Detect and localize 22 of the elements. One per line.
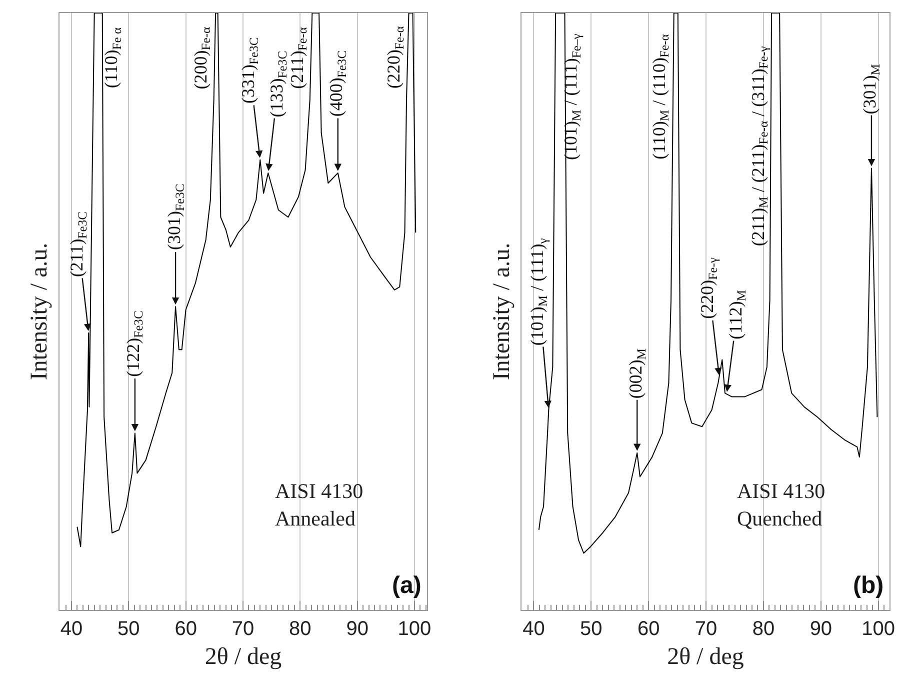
x-tick-label: 70 <box>694 618 718 640</box>
x-tick-label: 90 <box>346 618 368 640</box>
annotation: (a) <box>392 572 422 599</box>
x-tick-label: 40 <box>522 618 545 640</box>
x-tick-label: 70 <box>232 618 254 640</box>
x-tick-label: 100 <box>862 618 896 640</box>
x-axis-title: 2θ / deg <box>667 644 744 670</box>
annotation: (b) <box>853 572 884 599</box>
annotation: AISI 4130 Quenched <box>737 479 826 530</box>
x-tick-label: 80 <box>752 618 775 640</box>
x-tick-label: 80 <box>289 618 312 640</box>
x-tick-label: 60 <box>174 618 197 640</box>
x-tick-label: 50 <box>118 618 140 640</box>
x-axis-title: 2θ / deg <box>204 644 282 670</box>
annotation: AISI 4130 Annealed <box>275 479 364 530</box>
y-axis-title: Intensity / a.u. <box>26 242 53 380</box>
y-axis-title: Intensity / a.u. <box>488 242 515 380</box>
x-tick-label: 60 <box>637 618 660 640</box>
x-tick-label: 90 <box>810 618 832 640</box>
x-tick-label: 100 <box>398 618 432 640</box>
x-tick-label: 50 <box>580 618 602 640</box>
x-tick-label: 40 <box>60 618 83 640</box>
